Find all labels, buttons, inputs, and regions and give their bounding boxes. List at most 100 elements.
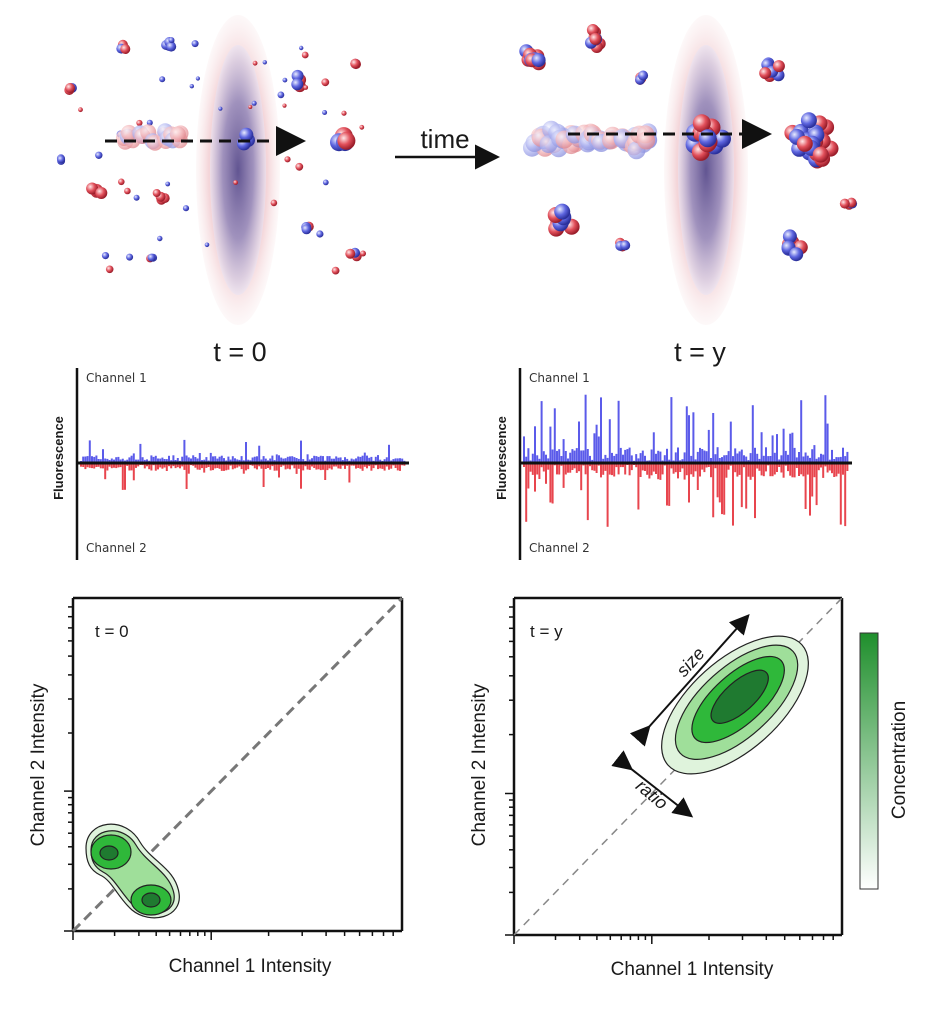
trace-left-bars — [80, 439, 406, 490]
channel1-bar — [787, 454, 789, 463]
red-particle — [282, 103, 287, 108]
channel1-bar — [401, 458, 404, 463]
channel1-bar — [545, 454, 547, 463]
red-particle — [812, 146, 829, 163]
channel2-bar — [534, 463, 536, 492]
channel1-bar — [551, 449, 554, 463]
channel1-bar — [701, 449, 704, 463]
channel2-bar — [201, 463, 203, 469]
channel2-bar — [648, 463, 651, 479]
red-particle — [295, 162, 304, 171]
channel2-bar — [297, 463, 300, 469]
red-particle — [796, 135, 813, 152]
channel1-bar — [234, 458, 236, 463]
channel2-bar — [569, 463, 572, 473]
channel1-bar — [383, 459, 386, 463]
channel2-bar — [264, 463, 267, 469]
channel1-bar — [260, 459, 263, 463]
channel2-bar — [740, 463, 743, 508]
red-particle — [136, 119, 143, 127]
channel1-bar — [622, 454, 624, 463]
red-particle — [772, 60, 785, 73]
channel1-bar — [157, 458, 159, 463]
channel2-bar — [595, 463, 598, 473]
channel1-bar — [88, 440, 91, 463]
channel1-bar — [589, 455, 591, 463]
blue-particle — [218, 106, 223, 111]
channel1-bar — [776, 434, 778, 463]
channel2-bar — [113, 463, 115, 468]
channel1-bar — [846, 451, 849, 463]
blue-particle — [239, 127, 254, 142]
channel2-bar — [275, 463, 278, 471]
channel1-bar — [394, 458, 397, 463]
blue-particle — [322, 110, 328, 115]
channel2-bar — [236, 463, 239, 468]
channel1-bar — [564, 451, 567, 463]
channel2-bar — [333, 463, 335, 467]
channel1-bar — [815, 458, 818, 463]
colorbar — [859, 632, 879, 890]
channel2-bar — [293, 463, 296, 469]
channel2-bar — [718, 463, 721, 503]
channel2-bar — [657, 463, 660, 480]
red-particle — [759, 67, 772, 80]
channel2-bar — [646, 463, 649, 475]
channel2-bar — [383, 463, 386, 471]
channel1-bar — [399, 458, 401, 463]
channel2-bar — [822, 463, 825, 478]
channel2-bar — [381, 463, 384, 469]
channel2-bar — [121, 463, 124, 490]
channel2-bar — [278, 463, 280, 478]
channel1-bar — [639, 453, 642, 463]
channel1-bar — [694, 459, 697, 463]
channel2-bar — [176, 463, 179, 468]
channel2-bar — [791, 463, 794, 478]
channel2-bar — [809, 463, 811, 516]
red-particle — [270, 199, 278, 207]
channel2-bar — [207, 463, 210, 467]
channel2-bar — [773, 463, 776, 475]
channel1-bar — [714, 454, 717, 463]
channel1-bar — [569, 452, 572, 463]
channel1-bar — [767, 456, 770, 463]
channel2-bar — [628, 463, 631, 476]
channel2-bar — [622, 463, 624, 468]
channel2-bar — [575, 463, 578, 473]
channel1-bar — [306, 454, 309, 463]
channel1-bar — [262, 456, 265, 463]
channel2-bar — [677, 463, 679, 479]
channel2-bar — [311, 463, 313, 467]
channel1-bar — [650, 449, 653, 463]
channel1-bar — [119, 459, 122, 463]
channel1-bar — [337, 457, 340, 463]
red-particle — [118, 178, 125, 186]
channel1-bar — [183, 439, 186, 463]
channel1-bar — [804, 452, 807, 463]
channel1-bar — [659, 451, 662, 463]
channel2-bar — [115, 463, 118, 469]
channel1-bar — [536, 455, 539, 463]
channel2-bar — [754, 463, 756, 519]
blue-particle — [204, 242, 210, 248]
channel2-bar — [242, 463, 245, 474]
channel2-bar — [776, 463, 778, 472]
channel1-bar — [749, 453, 752, 463]
channel2-bar — [523, 463, 525, 467]
channel2-bar — [644, 463, 646, 471]
channel1-bar — [593, 433, 596, 463]
blue-particle — [146, 119, 153, 126]
channel1-bar — [172, 455, 175, 463]
channel1-bar — [335, 456, 338, 463]
channel1-bar — [824, 395, 827, 463]
channel2-bar — [216, 463, 219, 468]
channel2-bar — [701, 463, 704, 470]
top-illustration: time t = 0 t = y — [56, 15, 858, 367]
channel1-bar — [668, 459, 671, 463]
channel2-label-right: Channel 2 — [529, 541, 590, 555]
blue-particle — [195, 76, 200, 81]
channel1-bar — [302, 459, 305, 463]
channel1-bar — [789, 433, 792, 463]
channel1-bar — [531, 453, 534, 463]
channel2-bar — [604, 463, 607, 471]
